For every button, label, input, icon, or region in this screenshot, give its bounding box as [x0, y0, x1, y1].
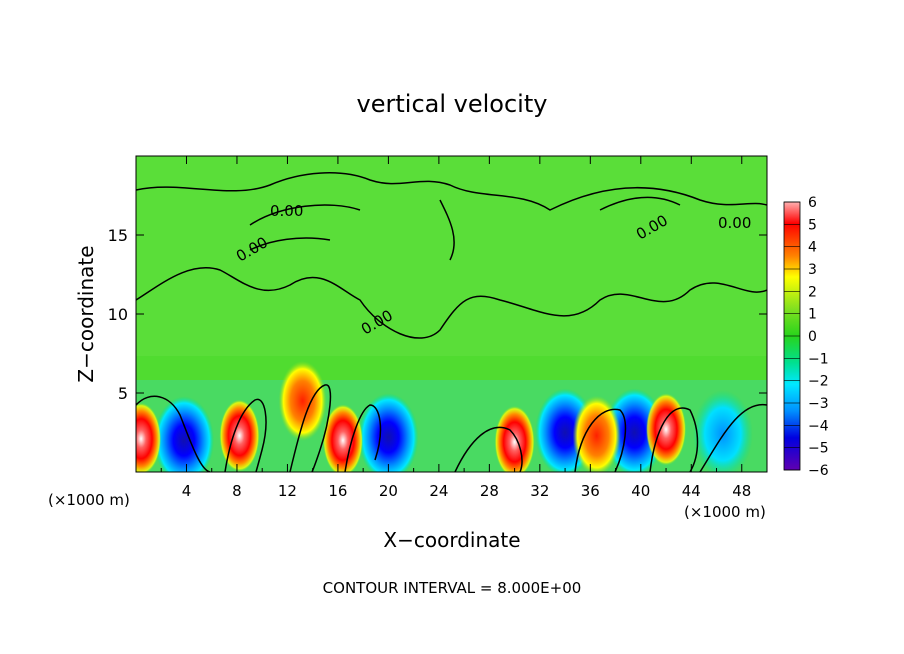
colorbar-label: 0 [808, 329, 817, 345]
x-tick-label: 4 [182, 482, 192, 500]
colorbar-label: 4 [808, 240, 817, 256]
x-tick-label: 32 [530, 482, 549, 500]
colorbar-label: −3 [808, 396, 829, 412]
y-axis-label: Z−coordinate [74, 245, 98, 382]
colorbar-label: 6 [808, 195, 817, 211]
contour-label: 0.00 [718, 214, 751, 232]
downdraft-core [358, 393, 419, 472]
downdraft-core [692, 390, 753, 472]
y-tick-label: 5 [118, 384, 128, 403]
colorbar-label: −4 [808, 418, 829, 434]
x-tick-label: 36 [581, 482, 600, 500]
updraft-core [494, 405, 535, 472]
x-tick-label: 24 [429, 482, 448, 500]
x-axis-label: X−coordinate [383, 528, 520, 552]
updraft-core [278, 360, 327, 441]
colorbar-label: −6 [808, 463, 829, 479]
x-tick-label: 16 [328, 482, 347, 500]
y-axis: 5 10 15 [108, 226, 767, 403]
y-tick-label: 10 [108, 305, 128, 324]
colorbar-label: 2 [808, 284, 817, 300]
colorbar-label: −5 [808, 441, 829, 457]
x-unit-label-left: (×1000 m) [48, 491, 130, 509]
x-tick-label: 40 [631, 482, 650, 500]
updraft-core [136, 402, 162, 472]
chart-title: vertical velocity [357, 90, 548, 118]
x-axis: 4 8 12 16 20 24 28 32 36 40 44 48 [160, 156, 751, 500]
x-tick-label: 12 [278, 482, 297, 500]
updraft-core [646, 393, 687, 466]
updraft-core [322, 404, 363, 472]
colorbar-label: −1 [808, 351, 829, 367]
x-tick-label: 8 [232, 482, 242, 500]
contour-lines [136, 172, 767, 472]
colorbar-label: 1 [808, 307, 817, 323]
x-tick-label: 20 [379, 482, 398, 500]
colorbar-label: 5 [808, 217, 817, 233]
y-tick-label: 15 [108, 226, 128, 245]
x-tick-label: 28 [480, 482, 499, 500]
downdraft-core [153, 396, 214, 472]
colorbar: 6 5 4 3 2 1 0 −1 −2 −3 −4 −5 −6 [783, 195, 829, 479]
x-unit-label-right: (×1000 m) [684, 503, 766, 521]
updraft-core [219, 399, 260, 472]
plot-field: 0.00 0.00 0.00 0.00 0.00 [136, 156, 767, 472]
colorbar-label: 3 [808, 262, 817, 278]
x-tick-label: 44 [682, 482, 701, 500]
updraft-core [572, 395, 621, 472]
colorbar-label: −2 [808, 374, 829, 390]
contour-interval-footer: CONTOUR INTERVAL = 8.000E+00 [323, 579, 582, 597]
x-tick-label: 48 [732, 482, 751, 500]
contour-label: 0.00 [270, 202, 303, 220]
